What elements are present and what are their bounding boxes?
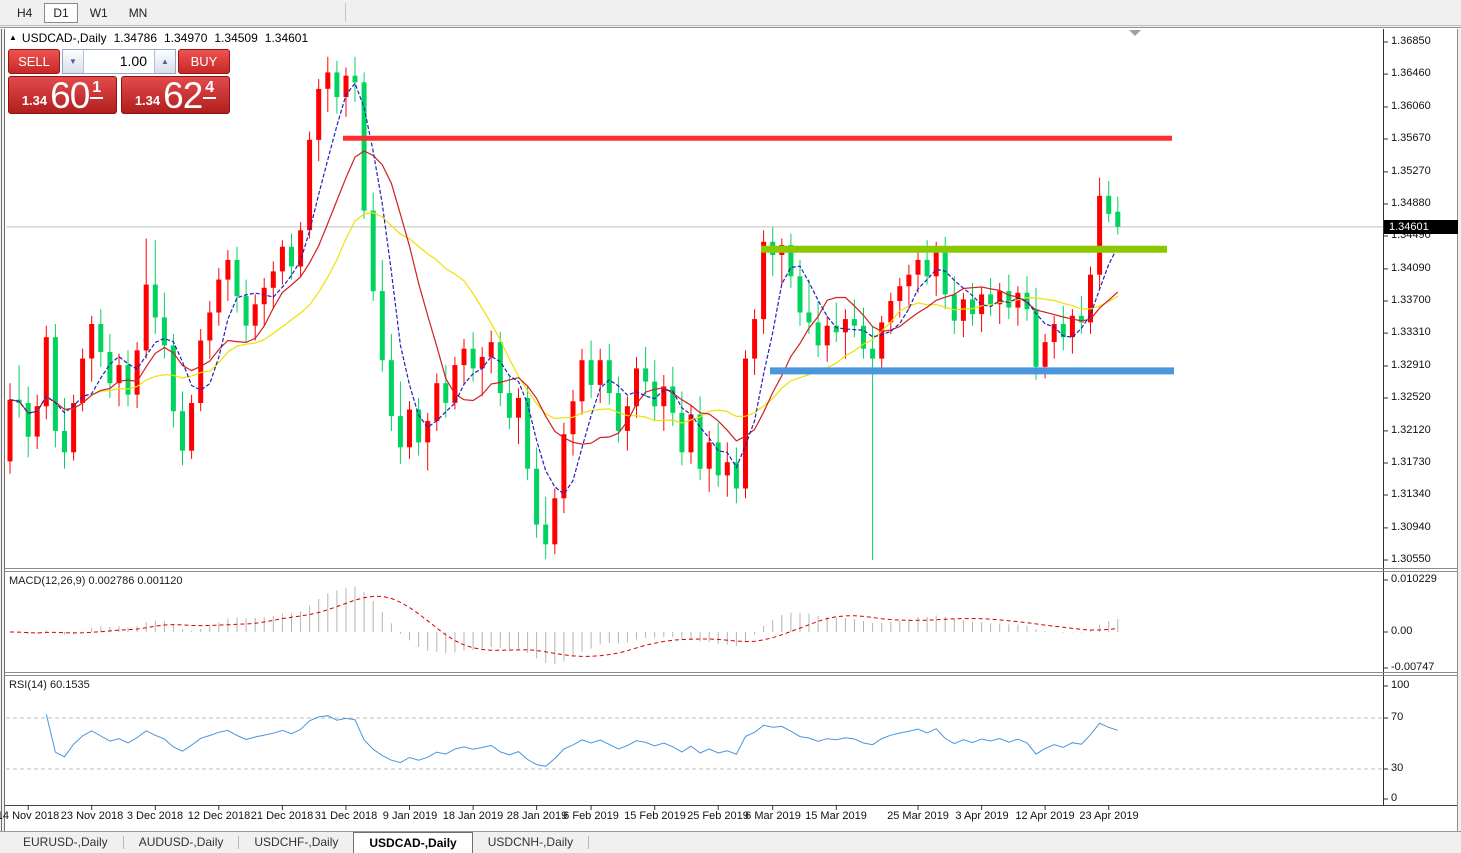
date-axis-label: 14 Nov 2018: [0, 810, 60, 822]
price-axis-label: 1.33700: [1391, 294, 1431, 306]
price-axis-label: 1.36850: [1391, 35, 1431, 47]
date-axis-label: 3 Dec 2018: [126, 810, 184, 822]
chevron-down-icon: ▼: [69, 57, 77, 66]
date-axis-label: 21 Dec 2018: [250, 810, 314, 822]
tab-audusd[interactable]: AUDUSD-,Daily: [138, 835, 224, 849]
ohlc-close: 1.34601: [264, 31, 309, 45]
symbol-tab-bar: EURUSD-,Daily AUDUSD-,Daily USDCHF-,Dail…: [0, 831, 1461, 853]
tab-separator: [238, 836, 240, 849]
ma-mid-line: [9, 150, 1119, 445]
price-axis-label: 1.36060: [1391, 100, 1431, 112]
sell-price-button[interactable]: 1.34 60 1: [8, 76, 117, 114]
macd-histogram: [18, 586, 1119, 664]
macd-axis-label: 0.00: [1391, 625, 1413, 637]
lot-increase-button[interactable]: ▲: [154, 50, 175, 73]
price-axis-label: 1.35270: [1391, 165, 1431, 177]
rsi-label: RSI(14) 60.1535: [9, 679, 90, 691]
macd-label: MACD(12,26,9) 0.002786 0.001120: [9, 575, 183, 587]
tab-h4[interactable]: H4: [17, 5, 33, 20]
price-axis-label: 1.32520: [1391, 391, 1431, 403]
toolbar-separator: [345, 3, 346, 22]
timeframe-toolbar: H4 D1 W1 MN: [0, 0, 1461, 26]
macd-axis-label: 0.010229: [1391, 573, 1437, 585]
tab-usdcnh[interactable]: USDCNH-,Daily: [487, 835, 574, 849]
rsi-axis-label: 30: [1391, 762, 1404, 774]
date-axis-label: 12 Dec 2018: [187, 810, 251, 822]
ohlc-high: 1.34970: [164, 31, 208, 45]
rsi-line: [45, 714, 1118, 767]
macd-signal-line: [9, 595, 1118, 657]
buy-price-pips: 62: [163, 75, 203, 116]
price-axis-label: 1.35670: [1391, 132, 1431, 144]
chevron-up-icon: ▲: [161, 57, 169, 66]
rsi-axis-label: 100: [1391, 679, 1410, 691]
price-axis-label: 1.32120: [1391, 424, 1431, 436]
date-axis-label: 15 Feb 2019: [624, 810, 686, 822]
chart-title: ▲ USDCAD-,Daily 1.34786 1.34970 1.34509 …: [9, 31, 308, 45]
date-axis-label: 23 Apr 2019: [1079, 810, 1139, 822]
ohlc-open: 1.34786: [113, 31, 157, 45]
sell-button[interactable]: SELL: [8, 49, 60, 74]
date-axis-label: 15 Mar 2019: [805, 810, 867, 822]
one-click-trading-panel: SELL ▼ 1.00 ▲ BUY 1.34 60 1 1.34 62 4: [8, 49, 230, 114]
current-price-badge: 1.34601: [1384, 220, 1458, 234]
ma-fast-line: [9, 82, 1119, 495]
buy-price-prefix: 1.34: [134, 93, 161, 108]
rsi-axis-label: 70: [1391, 711, 1404, 723]
ohlc-low: 1.34509: [214, 31, 258, 45]
price-axis-label: 1.34090: [1391, 262, 1431, 274]
lot-size-input[interactable]: 1.00: [119, 53, 147, 69]
date-axis-label: 6 Feb 2019: [563, 810, 619, 822]
price-axis-label: 1.30550: [1391, 553, 1431, 565]
sell-price-prefix: 1.34: [21, 93, 48, 108]
sell-price-pips: 60: [50, 75, 90, 116]
lot-size-box: ▼ 1.00 ▲: [62, 49, 176, 74]
date-axis-label: 25 Mar 2019: [887, 810, 949, 822]
date-axis-label: 3 Apr 2019: [955, 810, 1009, 822]
price-axis-label: 1.30940: [1391, 521, 1431, 533]
date-axis-label: 9 Jan 2019: [382, 810, 438, 822]
price-axis-label: 1.33310: [1391, 326, 1431, 338]
buy-price-fraction: 4: [203, 79, 217, 99]
price-axis-label: 1.32910: [1391, 359, 1431, 371]
tab-d1[interactable]: D1: [44, 2, 78, 23]
tab-eurusd[interactable]: EURUSD-,Daily: [23, 835, 108, 849]
chart-window-background: [5, 29, 1457, 831]
tab-usdcad[interactable]: USDCAD-,Daily: [353, 832, 473, 853]
tab-usdchf[interactable]: USDCHF-,Daily: [254, 835, 339, 849]
candles: [7, 56, 1121, 560]
lot-decrease-button[interactable]: ▼: [63, 50, 84, 73]
buy-button[interactable]: BUY: [178, 49, 230, 74]
tab-separator: [588, 836, 590, 849]
price-axis-label: 1.31730: [1391, 456, 1431, 468]
tab-mn[interactable]: MN: [128, 5, 148, 20]
price-axis-label: 1.36460: [1391, 67, 1431, 79]
macd-axis-label: -0.00747: [1391, 661, 1435, 673]
rsi-axis-label: 0: [1391, 792, 1398, 804]
ma-slow-line: [9, 211, 1119, 424]
price-axis-label: 1.31340: [1391, 488, 1431, 500]
one-click-collapse-icon[interactable]: ▲: [9, 33, 17, 42]
tab-separator: [122, 836, 124, 849]
sell-price-fraction: 1: [90, 79, 104, 99]
tab-w1[interactable]: W1: [89, 5, 108, 20]
price-axis-label: 1.34880: [1391, 197, 1431, 209]
date-axis-label: 6 Mar 2019: [745, 810, 801, 822]
chart-symbol-label: USDCAD-,Daily: [21, 31, 107, 45]
date-axis-label: 12 Apr 2019: [1015, 810, 1075, 822]
date-axis-label: 28 Jan 2019: [506, 810, 568, 822]
buy-price-button[interactable]: 1.34 62 4: [121, 76, 230, 114]
date-axis-label: 25 Feb 2019: [687, 810, 749, 822]
chart-shift-icon[interactable]: [1129, 30, 1141, 36]
date-axis-label: 18 Jan 2019: [442, 810, 504, 822]
date-axis-label: 31 Dec 2018: [314, 810, 378, 822]
date-axis-label: 23 Nov 2018: [60, 810, 124, 822]
